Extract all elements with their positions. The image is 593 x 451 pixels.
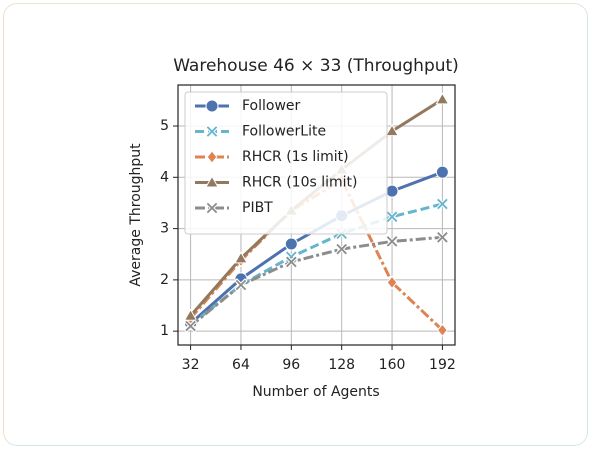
marker <box>386 275 398 290</box>
x-axis-label: Number of Agents <box>252 384 379 400</box>
y-tick-label: 3 <box>160 221 169 237</box>
marker <box>385 124 399 137</box>
marker <box>234 251 248 264</box>
legend-label: FollowerLite <box>242 124 326 140</box>
y-tick-label: 5 <box>160 118 169 134</box>
marker <box>435 230 450 245</box>
marker <box>284 255 299 269</box>
x-tick-label: 128 <box>328 357 355 373</box>
marker <box>205 124 219 139</box>
marker <box>205 99 219 113</box>
marker <box>436 323 448 337</box>
x-tick-label: 160 <box>379 357 406 373</box>
marker <box>435 165 449 179</box>
legend-box <box>184 91 388 235</box>
chart-title: Warehouse 46 × 33 (Throughput) <box>173 56 459 76</box>
x-tick-label: 32 <box>182 357 200 373</box>
legend-label: RHCR (1s limit) <box>242 149 349 165</box>
x-tick-label: 64 <box>232 357 250 373</box>
marker <box>385 184 399 198</box>
legend-label: Follower <box>242 98 301 114</box>
marker <box>206 150 218 164</box>
y-axis-label: Average Throughput <box>128 143 144 287</box>
x-tick-label: 192 <box>429 357 456 373</box>
y-tick-label: 4 <box>160 169 169 185</box>
plot-frame <box>177 84 456 346</box>
y-tick-label: 2 <box>160 272 169 288</box>
marker <box>205 201 219 215</box>
card <box>3 3 588 446</box>
marker <box>234 278 248 292</box>
y-tick-label: 1 <box>160 323 169 339</box>
marker <box>435 197 450 211</box>
x-tick-label: 96 <box>282 357 300 373</box>
marker <box>205 175 219 188</box>
legend-label: PIBT <box>242 200 273 216</box>
marker <box>385 234 399 249</box>
marker <box>334 242 349 256</box>
legend-label: RHCR (10s limit) <box>242 175 358 191</box>
marker <box>183 319 198 333</box>
marker <box>183 308 198 321</box>
series-line <box>189 235 443 328</box>
legend: Follower FollowerLite RHCR (1s limit) RHCR … <box>184 91 388 235</box>
marker <box>284 237 298 251</box>
series-line <box>189 202 443 327</box>
marker <box>435 92 450 105</box>
